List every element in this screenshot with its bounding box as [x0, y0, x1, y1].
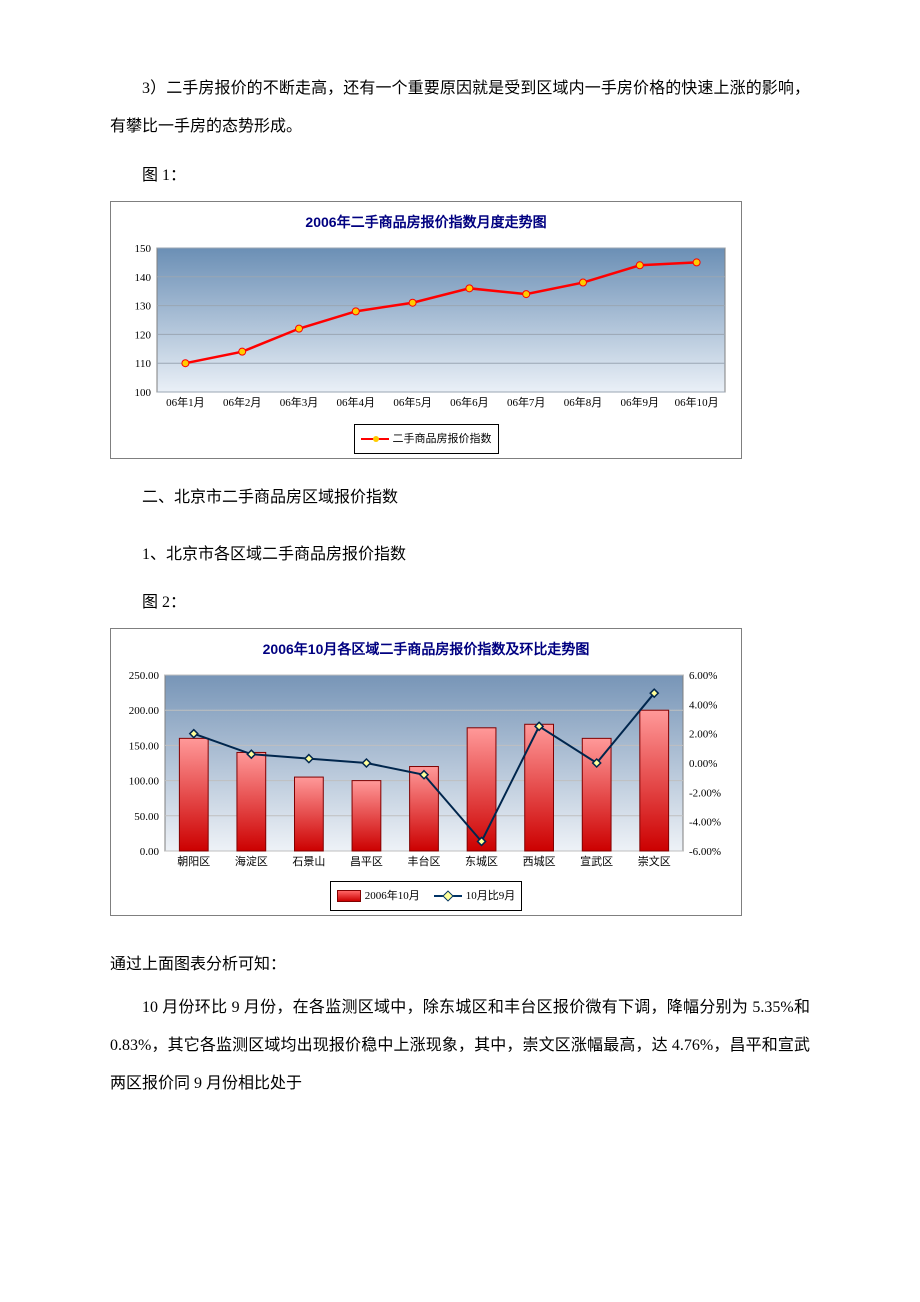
- svg-text:06年6月: 06年6月: [450, 395, 489, 409]
- chart2-container: 2006年10月各区域二手商品房报价指数及环比走势图 0.00 50.00 100.…: [110, 628, 742, 916]
- chart2-legend: 2006年10月 10月比9月: [111, 879, 741, 915]
- svg-text:06年2月: 06年2月: [223, 395, 262, 409]
- chart1-svg: 100 110 120 130 140 150 06年1月 06年2月 06年3月 06年4月 06…: [111, 242, 739, 422]
- svg-text:06年9月: 06年9月: [621, 395, 660, 409]
- section2-subheading: 1、北京市各区域二手商品房报价指数: [110, 536, 810, 574]
- analysis-heading: 通过上面图表分析可知：: [110, 946, 810, 984]
- paragraph-1: 3）二手房报价的不断走高，还有一个重要原因就是受到区域内一手房价格的快速上涨的影…: [110, 70, 810, 147]
- svg-text:120: 120: [135, 329, 152, 341]
- document-page: 3）二手房报价的不断走高，还有一个重要原因就是受到区域内一手房价格的快速上涨的影…: [0, 0, 920, 1168]
- chart2-title: 2006年10月各区域二手商品房报价指数及环比走势图: [111, 629, 741, 669]
- svg-text:丰台区: 丰台区: [408, 854, 441, 868]
- line-swatch-icon: [361, 434, 389, 444]
- chart1-legend: 二手商品房报价指数: [111, 422, 741, 458]
- svg-text:250.00: 250.00: [129, 670, 160, 682]
- svg-text:0.00%: 0.00%: [689, 758, 717, 770]
- svg-text:昌平区: 昌平区: [350, 855, 383, 868]
- figure2-label: 图 2：: [110, 584, 810, 622]
- svg-text:石景山: 石景山: [292, 855, 325, 868]
- chart1-plot: 100 110 120 130 140 150 06年1月 06年2月 06年3月 06年4月 06…: [111, 242, 741, 422]
- svg-text:06年7月: 06年7月: [507, 395, 546, 409]
- svg-text:150: 150: [135, 243, 152, 255]
- chart2-plot: 0.00 50.00 100.00 150.00 200.00 250.00 -6.00% -…: [111, 669, 741, 879]
- bar-swatch-icon: [337, 890, 361, 902]
- paragraph-2: 10 月份环比 9 月份，在各监测区域中，除东城区和丰台区报价微有下调，降幅分别…: [110, 989, 810, 1104]
- svg-text:100: 100: [135, 387, 152, 399]
- svg-text:06年5月: 06年5月: [393, 395, 432, 409]
- svg-text:50.00: 50.00: [134, 811, 159, 823]
- svg-text:4.00%: 4.00%: [689, 699, 717, 711]
- svg-text:6.00%: 6.00%: [689, 670, 717, 682]
- svg-text:-6.00%: -6.00%: [689, 846, 721, 858]
- chart2-legend-inner: 2006年10月 10月比9月: [330, 881, 523, 911]
- figure1-label: 图 1：: [110, 157, 810, 195]
- svg-text:130: 130: [135, 300, 152, 312]
- svg-text:宣武区: 宣武区: [580, 854, 613, 868]
- chart2-legend-line-item: 10月比9月: [434, 883, 516, 909]
- svg-text:06年10月: 06年10月: [675, 395, 719, 409]
- svg-text:海淀区: 海淀区: [235, 854, 268, 868]
- svg-text:06年8月: 06年8月: [564, 395, 603, 409]
- svg-text:-4.00%: -4.00%: [689, 817, 721, 829]
- chart2-legend-bar-item: 2006年10月: [337, 883, 420, 909]
- svg-text:06年3月: 06年3月: [280, 395, 319, 409]
- chart1-legend-label: 二手商品房报价指数: [393, 426, 492, 452]
- svg-text:150.00: 150.00: [129, 740, 160, 752]
- line-swatch2-icon: [434, 891, 462, 901]
- chart1-container: 2006年二手商品房报价指数月度走势图 100 110 120 130 140 150 06…: [110, 201, 742, 459]
- svg-text:0.00: 0.00: [140, 846, 160, 858]
- svg-text:西城区: 西城区: [523, 855, 556, 868]
- svg-text:200.00: 200.00: [129, 705, 160, 717]
- chart2-svg: 0.00 50.00 100.00 150.00 200.00 250.00 -6.00% -…: [111, 669, 739, 879]
- chart2-legend-bar-label: 2006年10月: [365, 883, 420, 909]
- svg-text:2.00%: 2.00%: [689, 729, 717, 741]
- svg-text:崇文区: 崇文区: [638, 854, 671, 868]
- chart1-legend-item: 二手商品房报价指数: [361, 426, 492, 452]
- chart2-legend-line-label: 10月比9月: [466, 883, 516, 909]
- svg-text:东城区: 东城区: [465, 855, 498, 868]
- svg-text:朝阳区: 朝阳区: [177, 855, 210, 868]
- svg-text:06年1月: 06年1月: [166, 395, 205, 409]
- section2-heading: 二、北京市二手商品房区域报价指数: [110, 479, 810, 517]
- svg-text:100.00: 100.00: [129, 776, 160, 788]
- svg-text:-2.00%: -2.00%: [689, 787, 721, 799]
- svg-text:140: 140: [135, 272, 152, 284]
- svg-text:06年4月: 06年4月: [337, 395, 376, 409]
- chart1-legend-inner: 二手商品房报价指数: [354, 424, 499, 454]
- chart1-title: 2006年二手商品房报价指数月度走势图: [111, 202, 741, 242]
- svg-text:110: 110: [135, 358, 152, 370]
